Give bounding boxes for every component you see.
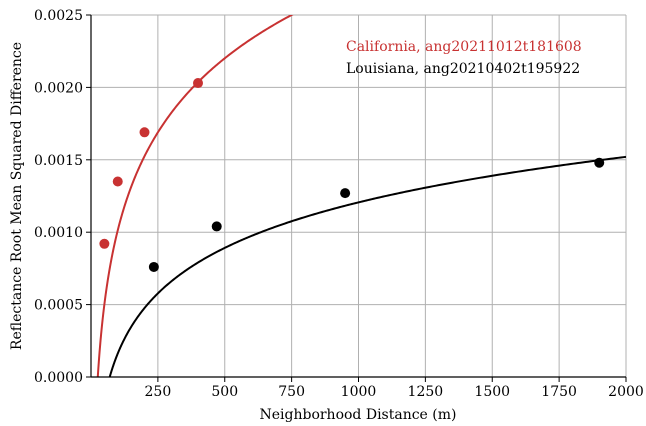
- plot-area: [96, 15, 626, 377]
- data-point-series-0: [112, 176, 123, 187]
- y-tick-label: 0.0025: [34, 8, 83, 24]
- fit-curve-series-1: [108, 155, 626, 377]
- y-tick-label: 0.0005: [34, 298, 83, 314]
- x-tick-label: 500: [211, 384, 238, 400]
- data-point-series-0: [139, 127, 150, 138]
- x-tick-label: 750: [278, 384, 305, 400]
- x-tick-label: 2000: [608, 384, 644, 400]
- grid: [91, 14, 627, 378]
- y-tick-label: 0.0010: [34, 225, 83, 241]
- y-tick-label: 0.0015: [34, 153, 83, 169]
- fit-curves: [96, 15, 626, 377]
- data-point-series-1: [340, 188, 351, 199]
- x-tick-label: 1750: [541, 384, 577, 400]
- x-tick-label: 1000: [341, 384, 377, 400]
- x-tick-label: 1500: [474, 384, 510, 400]
- data-point-series-0: [193, 78, 203, 89]
- y-axis-label: Reflectance Root Mean Squared Difference: [9, 42, 25, 350]
- data-point-series-1: [148, 261, 159, 272]
- data-point-series-1: [211, 221, 222, 232]
- data-point-series-1: [594, 157, 605, 168]
- x-axis-label: Neighborhood Distance (m): [259, 407, 456, 423]
- data-points: [99, 78, 605, 272]
- x-tick-label: 250: [145, 384, 172, 400]
- y-tick-label: 0.0000: [34, 370, 83, 386]
- fit-curve-series-0: [96, 15, 294, 377]
- x-axis-ticks: 250 500 750 1000 1250 1500 1750 2000: [145, 377, 644, 400]
- x-tick-label: 1250: [408, 384, 444, 400]
- legend-entry-louisiana: Louisiana, ang20210402t195922: [346, 61, 580, 77]
- legend: California, ang20211012t181608 Louisiana…: [346, 39, 582, 77]
- legend-entry-california: California, ang20211012t181608: [346, 39, 582, 55]
- y-axis-ticks: 0.0000 0.0005 0.0010 0.0015 0.0020 0.0025: [34, 8, 91, 386]
- y-tick-label: 0.0020: [34, 80, 83, 96]
- data-point-series-0: [99, 238, 110, 249]
